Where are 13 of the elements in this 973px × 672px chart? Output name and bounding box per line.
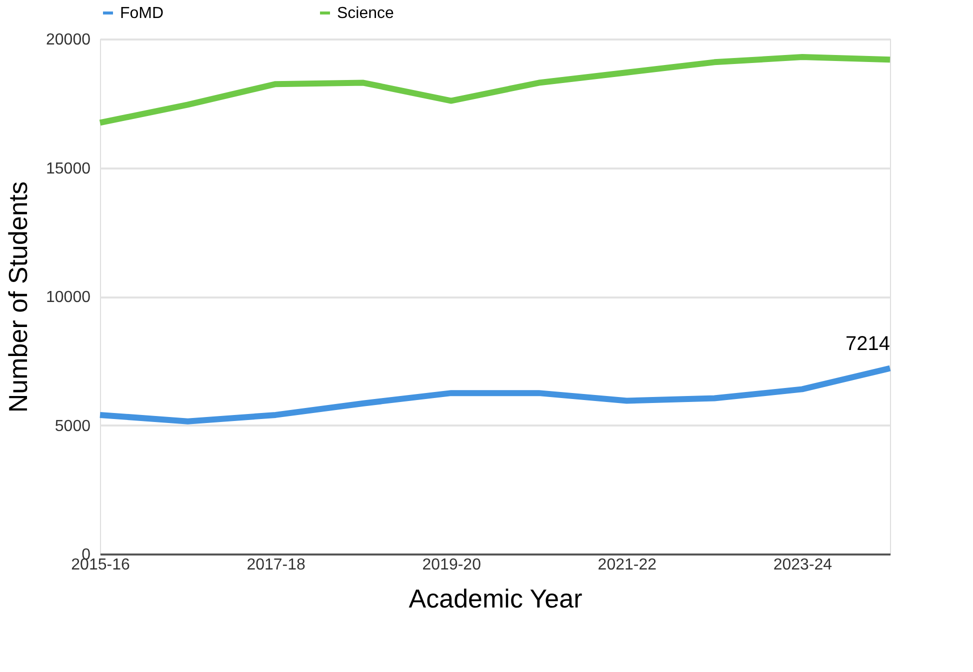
data-label: 7214 bbox=[846, 333, 890, 356]
x-tick-label: 2021-22 bbox=[598, 556, 657, 574]
x-axis-title: Academic Year bbox=[408, 584, 583, 614]
x-tick-label: 2017-18 bbox=[246, 556, 306, 574]
y-tick-label: 10000 bbox=[46, 289, 91, 306]
x-tick-label: 2023-24 bbox=[773, 556, 832, 574]
y-tick-label: 20000 bbox=[46, 32, 91, 48]
y-tick-label: 5000 bbox=[54, 418, 91, 435]
x-tick-label: 2019-20 bbox=[422, 556, 482, 574]
y-tick-label: 15000 bbox=[46, 160, 91, 178]
legend-label: Science bbox=[337, 5, 394, 22]
y-axis-title: Number of Students bbox=[3, 181, 34, 413]
legend-label: FoMD bbox=[120, 5, 164, 22]
